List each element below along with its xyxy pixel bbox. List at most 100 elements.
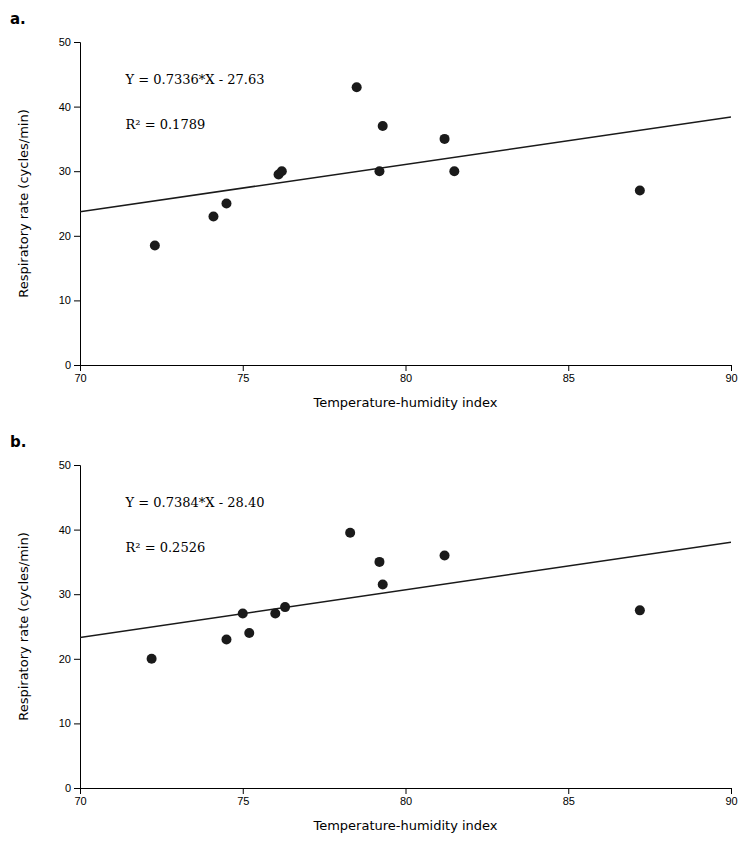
scatter-point <box>345 528 355 538</box>
scatter-point <box>440 550 450 560</box>
y-tick-mark <box>74 365 80 366</box>
y-tick-label: 20 <box>59 230 71 242</box>
regression-line <box>80 542 731 637</box>
x-tick: 85 <box>563 365 575 384</box>
x-tick-label: 75 <box>237 795 249 807</box>
x-tick: 75 <box>237 365 249 384</box>
annotation: Y = 0.7384*X - 28.40 <box>125 495 265 510</box>
y-tick-mark <box>74 723 80 724</box>
x-tick: 70 <box>74 365 86 384</box>
x-axis: 70 75 80 85 90 <box>74 365 737 384</box>
scatter-point <box>374 557 384 567</box>
x-axis-line <box>81 789 732 795</box>
scatter-point <box>244 628 254 638</box>
y-tick-label: 30 <box>59 588 71 600</box>
y-tick: 40 <box>59 524 80 536</box>
y-tick-label: 0 <box>65 782 71 794</box>
x-axis-line <box>81 366 732 372</box>
y-tick-label: 50 <box>59 36 71 48</box>
x-tick-mark <box>243 365 244 371</box>
regression-line <box>80 117 731 212</box>
scatter-point <box>208 211 218 221</box>
plot-marks <box>80 528 731 664</box>
y-tick-mark <box>74 788 80 789</box>
x-axis-title: Temperature-humidity index <box>312 395 497 410</box>
scatter-point <box>440 134 450 144</box>
scatter-point <box>221 634 231 644</box>
y-tick-mark <box>74 42 80 43</box>
x-tick: 75 <box>237 788 249 807</box>
y-tick-label: 20 <box>59 653 71 665</box>
x-axis-title: Temperature-humidity index <box>312 818 497 833</box>
y-tick-label: 40 <box>59 524 71 536</box>
x-tick: 70 <box>74 788 86 807</box>
y-axis-line <box>74 466 81 789</box>
x-tick-label: 80 <box>400 795 412 807</box>
y-tick-mark <box>74 465 80 466</box>
annotation: Y = 0.7336*X - 27.63 <box>125 72 265 87</box>
x-tick-label: 80 <box>400 372 412 384</box>
scatter-point <box>352 82 362 92</box>
y-tick-label: 10 <box>59 294 71 306</box>
y-tick: 40 <box>59 101 80 113</box>
y-tick: 20 <box>59 230 80 242</box>
scatter-point <box>378 121 388 131</box>
panel: 70 75 80 85 90 0 10 20 30 40 50 Y = 0.7384*X - 28.4… <box>10 433 738 833</box>
plot-marks <box>80 82 731 250</box>
y-tick: 20 <box>59 653 80 665</box>
y-tick-mark <box>74 659 80 660</box>
y-tick-mark <box>74 171 80 172</box>
chart-svg: 70 75 80 85 90 0 10 20 30 40 50 Y = 0.7336*X - 27.6… <box>0 0 756 846</box>
scatter-point <box>378 580 388 590</box>
x-tick: 90 <box>725 788 737 807</box>
x-tick-label: 75 <box>237 372 249 384</box>
x-tick-label: 90 <box>725 795 737 807</box>
scatter-point <box>150 240 160 250</box>
y-tick-label: 50 <box>59 459 71 471</box>
y-axis-title: Respiratory rate (cycles/min) <box>16 532 31 721</box>
x-tick-mark <box>568 365 569 371</box>
panel-label: a. <box>10 10 26 28</box>
y-axis: 0 10 20 30 40 50 <box>59 459 81 794</box>
y-tick: 0 <box>65 782 80 794</box>
y-tick: 50 <box>59 36 80 48</box>
x-tick-mark <box>731 788 732 794</box>
y-axis-line <box>74 43 81 366</box>
x-tick-label: 85 <box>563 372 575 384</box>
x-tick-mark <box>406 365 407 371</box>
y-tick-mark <box>74 300 80 301</box>
y-tick-label: 0 <box>65 359 71 371</box>
x-tick-mark <box>406 788 407 794</box>
y-tick: 10 <box>59 294 80 306</box>
y-tick-label: 40 <box>59 101 71 113</box>
y-axis-title: Respiratory rate (cycles/min) <box>16 109 31 298</box>
annotation: R² = 0.1789 <box>126 117 206 132</box>
x-tick: 90 <box>725 365 737 384</box>
scatter-point <box>221 199 231 209</box>
y-tick: 30 <box>59 165 80 177</box>
y-tick-label: 10 <box>59 717 71 729</box>
x-tick-label: 85 <box>563 795 575 807</box>
x-tick: 80 <box>400 365 412 384</box>
scatter-point <box>147 654 157 664</box>
y-tick-mark <box>74 236 80 237</box>
x-tick: 80 <box>400 788 412 807</box>
y-tick: 0 <box>65 359 80 371</box>
y-tick: 10 <box>59 717 80 729</box>
y-tick-mark <box>74 530 80 531</box>
y-tick-mark <box>74 107 80 108</box>
x-tick: 85 <box>563 788 575 807</box>
x-tick-label: 70 <box>74 372 86 384</box>
scatter-point <box>635 186 645 196</box>
panel-label: b. <box>10 433 26 451</box>
x-tick-mark <box>731 365 732 371</box>
y-tick-label: 30 <box>59 165 71 177</box>
x-axis: 70 75 80 85 90 <box>74 788 737 807</box>
x-tick-label: 90 <box>725 372 737 384</box>
y-axis: 0 10 20 30 40 50 <box>59 36 81 371</box>
x-tick-mark <box>243 788 244 794</box>
y-tick: 30 <box>59 588 80 600</box>
panel: 70 75 80 85 90 0 10 20 30 40 50 Y = 0.7336*X - 27.6… <box>10 10 738 410</box>
y-tick-mark <box>74 594 80 595</box>
scatter-point <box>277 166 287 176</box>
